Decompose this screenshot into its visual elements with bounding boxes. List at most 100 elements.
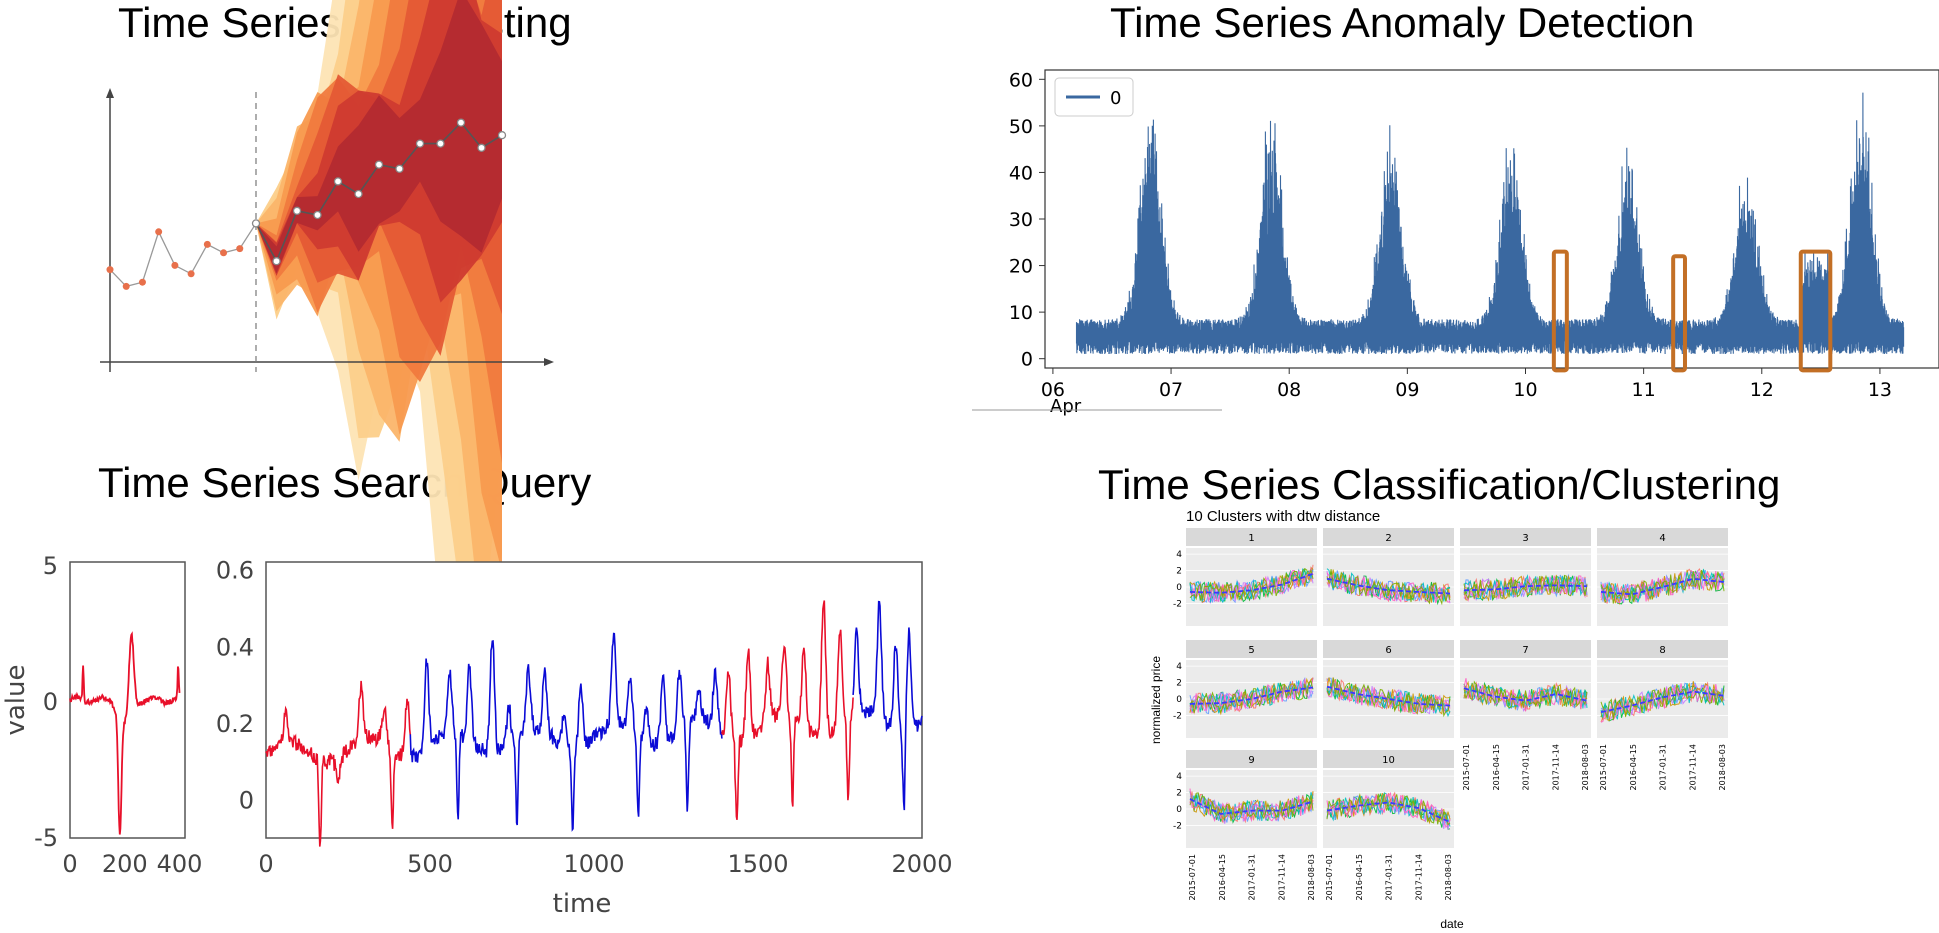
y-tick-label: 30: [1009, 209, 1033, 231]
forecast-point: [292, 206, 302, 215]
cluster-facet: 1 4 2 0 -2: [1173, 528, 1317, 626]
query-y-tick-label: 0: [43, 688, 58, 716]
facet-label: 5: [1248, 645, 1254, 656]
facet-x-tick-label: 2015-07-01: [1599, 744, 1608, 791]
y-tick-label: 10: [1009, 302, 1033, 324]
facet-x-tick-label: 2016-04-15: [1492, 744, 1501, 791]
search-y-tick-label: 0.2: [216, 710, 254, 738]
query-y-tick-label: -5: [34, 824, 58, 852]
cluster-facet: 10 2015-07-01 2016-04-15 2017-01-31 2017-11-…: [1323, 750, 1454, 901]
search-y-tick-label: 0.6: [216, 557, 254, 585]
search-segment: [852, 600, 923, 811]
query-axis-label: value: [1, 664, 31, 735]
forecast-point: [456, 118, 466, 127]
cluster-centroid-line: [1600, 690, 1725, 713]
facet-x-tick-label: 2016-04-15: [1355, 854, 1364, 901]
forecasting-chart: [100, 0, 600, 649]
anomaly-legend: 0: [1054, 77, 1134, 117]
search-plot-frame: [265, 561, 923, 839]
facet-label: 10: [1382, 755, 1395, 766]
facet-x-tick-label: 2017-11-14: [1688, 744, 1697, 791]
search-axis-label: time: [553, 889, 612, 919]
facet-y-tick-label: -2: [1173, 711, 1182, 721]
anomaly-series: [1075, 92, 1905, 355]
cluster-centroid-line: [1326, 685, 1451, 707]
cluster-member-line: [1326, 679, 1451, 714]
cluster-member-line: [1189, 567, 1314, 601]
facet-x-tick-label: 2017-01-31: [1385, 854, 1394, 901]
classification-title: Time Series Classification/Clustering: [1098, 461, 1781, 508]
facet-strip: [1597, 528, 1728, 546]
history-point: [155, 228, 163, 236]
search-x-tick-label: 0: [258, 850, 273, 878]
history-point: [251, 219, 261, 228]
forecast-point: [477, 143, 486, 152]
forecast-y-axis-arrow: [106, 88, 114, 98]
facet-y-tick-label: 0: [1176, 583, 1182, 593]
facet-y-tick-label: 0: [1176, 695, 1182, 705]
cluster-centroid-line: [1326, 801, 1451, 823]
cluster-x-axis-label: date: [1440, 917, 1464, 931]
history-point: [203, 240, 211, 248]
anomaly-box: [1798, 249, 1833, 373]
cluster-member-line: [1326, 677, 1451, 715]
cluster-centroid-line: [1189, 573, 1314, 594]
facet-x-tick-label: 2018-08-03: [1444, 854, 1453, 901]
facet-label: 1: [1248, 533, 1254, 544]
facet-x-tick-label: 2018-08-03: [1581, 744, 1590, 791]
cluster-centroid-line: [1189, 798, 1314, 815]
forecast-point: [354, 189, 363, 199]
facet-y-tick-label: -2: [1173, 821, 1182, 831]
search-segment: [721, 600, 854, 821]
x-tick-label: 13: [1868, 379, 1892, 401]
x-tick-label: 10: [1513, 379, 1537, 401]
facet-y-tick-label: 0: [1176, 805, 1182, 815]
facet-strip: [1323, 750, 1454, 768]
search-x-tick-label: 500: [407, 850, 453, 878]
forecast-point: [374, 160, 384, 169]
cluster-member-line: [1326, 572, 1451, 604]
cluster-facet: 8 2015-07-01 2016-04-15 2017-01-31 2017-11-1…: [1597, 640, 1728, 791]
history-point: [106, 266, 114, 274]
search-x-tick-label: 1000: [563, 850, 624, 878]
facet-strip: [1323, 640, 1454, 658]
facet-x-tick-label: 2017-01-31: [1248, 854, 1257, 901]
x-tick-label: 11: [1632, 379, 1656, 401]
history-point: [220, 249, 228, 257]
facet-x-tick-label: 2015-07-01: [1325, 854, 1334, 901]
cluster-centroid-line: [1600, 577, 1725, 596]
facet-x-tick-label: 2017-11-14: [1277, 854, 1286, 901]
facet-y-tick-label: 2: [1176, 789, 1182, 799]
history-point: [138, 278, 146, 286]
cluster-centroid-line: [1326, 577, 1451, 595]
cluster-y-axis-label: normalized price: [1149, 656, 1163, 744]
forecast-point: [436, 139, 445, 148]
cluster-member-line: [1463, 685, 1588, 710]
query-line: [69, 631, 181, 835]
forecast-point: [272, 257, 281, 266]
search-segment: [409, 632, 723, 832]
facet-x-tick-label: 2016-04-15: [1218, 854, 1227, 901]
history-point: [187, 270, 195, 278]
facet-label: 9: [1248, 755, 1254, 766]
forecast-x-axis-arrow: [544, 358, 554, 366]
anomaly-markers: [1551, 249, 1833, 373]
anomaly-series-line: [1075, 92, 1905, 355]
anomaly-y-axis: 0 10 20 30 40 50 60: [1009, 69, 1045, 371]
facet-strip: [1186, 640, 1317, 658]
search-axes: 0.6 0.4 0.2 0 0 500 1000 1500 2000: [216, 557, 953, 878]
query-x-tick-label: 0: [62, 850, 77, 878]
cluster-facet: 2: [1323, 528, 1454, 626]
forecast-point: [395, 164, 404, 173]
anomaly-chart: 0 10 20 30 40 50 60 06 07 08 09 10 11 12 13 0 Apr: [972, 69, 1939, 417]
x-tick-label: 07: [1159, 379, 1183, 401]
facet-y-tick-label: 4: [1176, 662, 1182, 672]
facet-x-tick-label: 2015-07-01: [1188, 854, 1197, 901]
facet-y-tick-label: 2: [1176, 567, 1182, 577]
history-point: [236, 245, 244, 253]
cluster-member-line: [1463, 680, 1588, 709]
query-series: [69, 631, 181, 835]
facet-x-tick-label: 2015-07-01: [1462, 744, 1471, 791]
legend-label: 0: [1110, 88, 1121, 109]
